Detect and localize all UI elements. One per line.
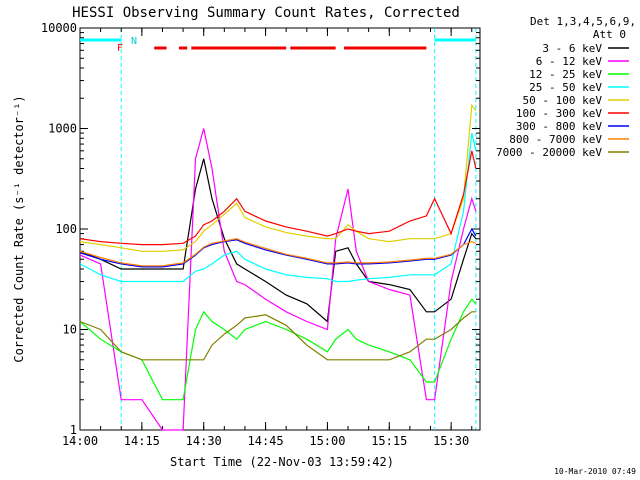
series-line-6 bbox=[79, 227, 477, 268]
series-line-2 bbox=[79, 298, 477, 401]
plot-series bbox=[79, 103, 477, 431]
x-tick-label: 15:00 bbox=[309, 434, 345, 448]
series-line-4 bbox=[79, 103, 477, 252]
flag-bars bbox=[80, 28, 477, 430]
series-line-0 bbox=[79, 158, 477, 323]
legend-label: 3 - 6 keV bbox=[542, 42, 602, 55]
legend-header-line2: Att 0 bbox=[593, 28, 626, 41]
x-axis: 14:00 14:15 14:30 14:45 15:00 15:15 15:30 bbox=[62, 28, 473, 448]
night-flag-label: N bbox=[131, 36, 137, 47]
y-tick-label: 100 bbox=[55, 222, 77, 236]
x-axis-label: Start Time (22-Nov-03 13:59:42) bbox=[170, 455, 394, 469]
flare-flag-label: F bbox=[117, 43, 123, 54]
series-line-1 bbox=[79, 128, 477, 431]
y-tick-label: 10000 bbox=[41, 21, 77, 35]
chart-title: HESSI Observing Summary Count Rates, Cor… bbox=[72, 5, 460, 21]
x-tick-label: 15:30 bbox=[433, 434, 469, 448]
legend-label: 800 - 7000 keV bbox=[509, 133, 602, 146]
legend-header-line1: Det 1,3,4,5,6,9, bbox=[530, 15, 636, 28]
plot-frame bbox=[79, 27, 481, 431]
y-tick-label: 10 bbox=[63, 323, 77, 337]
y-tick-label: 1000 bbox=[48, 122, 77, 136]
legend-label: 300 - 800 keV bbox=[516, 120, 602, 133]
x-tick-label: 14:15 bbox=[124, 434, 160, 448]
series-line-7 bbox=[79, 238, 477, 267]
legend-label: 6 - 12 keV bbox=[536, 55, 603, 68]
y-tick-label: 1 bbox=[70, 423, 77, 437]
y-axis: 1 10 100 1000 10000 bbox=[41, 21, 480, 437]
series-line-8 bbox=[79, 311, 476, 361]
x-tick-label: 14:00 bbox=[62, 434, 98, 448]
series-line-3 bbox=[79, 132, 477, 283]
x-tick-label: 14:30 bbox=[186, 434, 222, 448]
legend-label: 7000 - 20000 keV bbox=[496, 146, 602, 159]
legend-label: 100 - 300 keV bbox=[516, 107, 602, 120]
legend-label: 12 - 25 keV bbox=[529, 68, 602, 81]
series-line-5 bbox=[79, 150, 477, 246]
y-axis-label: Corrected Count Rate (s⁻¹ detector⁻¹) bbox=[12, 95, 26, 362]
footer-timestamp: 10-Mar-2010 07:49 bbox=[554, 467, 636, 476]
legend-label: 50 - 100 keV bbox=[523, 94, 603, 107]
x-tick-label: 14:45 bbox=[248, 434, 284, 448]
legend-label: 25 - 50 keV bbox=[529, 81, 602, 94]
x-tick-label: 15:15 bbox=[371, 434, 407, 448]
